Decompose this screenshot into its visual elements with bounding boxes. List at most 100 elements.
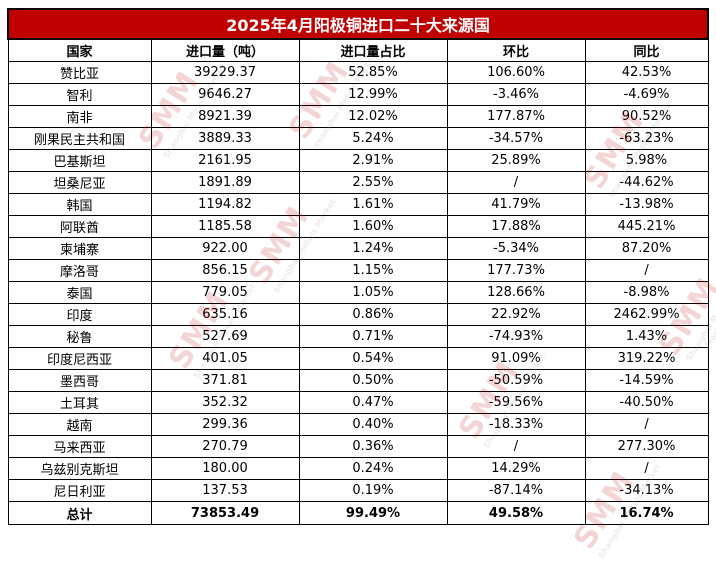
cell-country: 巴基斯坦 [7, 149, 152, 172]
title-row: 2025年4月阳极铜进口二十大来源国 [6, 8, 710, 40]
cell-yoy: / [584, 457, 709, 480]
cell-import-volume: 3889.33 [150, 127, 300, 150]
cell-yoy: -14.59% [584, 369, 709, 392]
cell-share: 12.99% [298, 83, 448, 106]
total-yoy: 16.74% [584, 501, 709, 525]
cell-import-volume: 1891.89 [150, 171, 300, 194]
cell-mom: -18.33% [446, 413, 586, 436]
cell-country: 乌兹别克斯坦 [7, 457, 152, 480]
cell-mom: -59.56% [446, 391, 586, 414]
cell-import-volume: 270.79 [150, 435, 300, 458]
cell-share: 1.05% [298, 281, 448, 304]
cell-mom: -74.93% [446, 325, 586, 348]
cell-mom: 106.60% [446, 61, 586, 84]
cell-import-volume: 352.32 [150, 391, 300, 414]
table-row: 秘鲁 527.69 0.71% -74.93% 1.43% [7, 325, 709, 348]
cell-country: 韩国 [7, 193, 152, 216]
cell-country: 印度尼西亚 [7, 347, 152, 370]
header-import-volume: 进口量（吨） [150, 38, 300, 62]
cell-country: 南非 [7, 105, 152, 128]
cell-import-volume: 779.05 [150, 281, 300, 304]
cell-share: 5.24% [298, 127, 448, 150]
cell-yoy: -40.50% [584, 391, 709, 414]
table-row: 马来西亚 270.79 0.36%/277.30% [7, 435, 709, 458]
cell-share: 0.50% [298, 369, 448, 392]
table-row: 阿联酋 1185.58 1.60% 17.88% 445.21% [7, 215, 709, 238]
cell-mom: 25.89% [446, 149, 586, 172]
cell-import-volume: 856.15 [150, 259, 300, 282]
cell-import-volume: 39229.37 [150, 61, 300, 84]
cell-yoy: -34.13% [584, 479, 709, 502]
table-row: 韩国 1194.82 1.61% 41.79% -13.98% [7, 193, 709, 216]
cell-share: 12.02% [298, 105, 448, 128]
cell-share: 1.24% [298, 237, 448, 260]
cell-mom: 14.29% [446, 457, 586, 480]
cell-share: 0.54% [298, 347, 448, 370]
header-country: 国家 [7, 38, 152, 62]
cell-yoy: 1.43% [584, 325, 709, 348]
cell-country: 泰国 [7, 281, 152, 304]
cell-mom: 22.92% [446, 303, 586, 326]
cell-mom: -50.59% [446, 369, 586, 392]
cell-share: 52.85% [298, 61, 448, 84]
cell-mom: 41.79% [446, 193, 586, 216]
cell-country: 柬埔寨 [7, 237, 152, 260]
cell-country: 印度 [7, 303, 152, 326]
cell-country: 尼日利亚 [7, 479, 152, 502]
cell-mom: 177.73% [446, 259, 586, 282]
cell-mom: / [446, 435, 586, 458]
cell-mom: -5.34% [446, 237, 586, 260]
cell-import-volume: 8921.39 [150, 105, 300, 128]
table-row: 越南 299.36 0.40% -18.33% / [7, 413, 709, 436]
header-mom: 环比 [446, 38, 586, 62]
cell-yoy: 277.30% [584, 435, 709, 458]
cell-yoy: -4.69% [584, 83, 709, 106]
cell-country: 智利 [7, 83, 152, 106]
table-row: 坦桑尼亚 1891.89 2.55% / -44.62% [7, 171, 709, 194]
header-yoy: 同比 [584, 38, 709, 62]
table-row: 刚果民主共和国 3889.33 5.24% -34.57% -63.23% [7, 127, 709, 150]
cell-yoy: 2462.99% [584, 303, 709, 326]
total-label: 总计 [7, 501, 152, 525]
cell-share: 0.19% [298, 479, 448, 502]
cell-country: 马来西亚 [7, 435, 152, 458]
cell-country: 赞比亚 [7, 61, 152, 84]
total-share: 99.49% [298, 501, 448, 525]
cell-share: 0.86% [298, 303, 448, 326]
table-body: 赞比亚 39229.37 52.85% 106.60% 42.53% 智利 9646.27 1… [7, 61, 709, 502]
import-table-sheet: 2025年4月阳极铜进口二十大来源国 国家 进口量（吨） 进口量占比 环比 同比… [6, 8, 710, 525]
import-table: 2025年4月阳极铜进口二十大来源国 国家 进口量（吨） 进口量占比 环比 同比… [6, 8, 710, 525]
table-row: 摩洛哥 856.15 1.15% 177.73% / [7, 259, 709, 282]
total-row: 总计 73853.49 99.49% 49.58% 16.74% [7, 501, 709, 525]
cell-country: 越南 [7, 413, 152, 436]
header-row: 国家 进口量（吨） 进口量占比 环比 同比 [7, 38, 709, 62]
table-row: 乌兹别克斯坦 180.00 0.24% 14.29% / [7, 457, 709, 480]
cell-mom: 177.87% [446, 105, 586, 128]
cell-import-volume: 137.53 [150, 479, 300, 502]
cell-mom: -87.14% [446, 479, 586, 502]
table-row: 印度 635.16 0.86% 22.92% 2462.99% [7, 303, 709, 326]
table-row: 智利 9646.27 12.99% -3.46% -4.69% [7, 83, 709, 106]
cell-import-volume: 9646.27 [150, 83, 300, 106]
total-mom: 49.58% [446, 501, 586, 525]
cell-yoy: 42.53% [584, 61, 709, 84]
cell-import-volume: 1185.58 [150, 215, 300, 238]
table-row: 巴基斯坦 2161.95 2.91% 25.89% 5.98% [7, 149, 709, 172]
cell-share: 0.36% [298, 435, 448, 458]
cell-country: 刚果民主共和国 [7, 127, 152, 150]
cell-yoy: 90.52% [584, 105, 709, 128]
cell-country: 墨西哥 [7, 369, 152, 392]
cell-country: 坦桑尼亚 [7, 171, 152, 194]
cell-share: 0.24% [298, 457, 448, 480]
cell-yoy: / [584, 413, 709, 436]
cell-mom: / [446, 171, 586, 194]
cell-yoy: 87.20% [584, 237, 709, 260]
table-row: 土耳其 352.32 0.47% -59.56% -40.50% [7, 391, 709, 414]
cell-country: 土耳其 [7, 391, 152, 414]
cell-import-volume: 1194.82 [150, 193, 300, 216]
cell-yoy: -63.23% [584, 127, 709, 150]
table-row: 赞比亚 39229.37 52.85% 106.60% 42.53% [7, 61, 709, 84]
cell-yoy: 319.22% [584, 347, 709, 370]
cell-import-volume: 922.00 [150, 237, 300, 260]
table-row: 柬埔寨 922.00 1.24% -5.34% 87.20% [7, 237, 709, 260]
